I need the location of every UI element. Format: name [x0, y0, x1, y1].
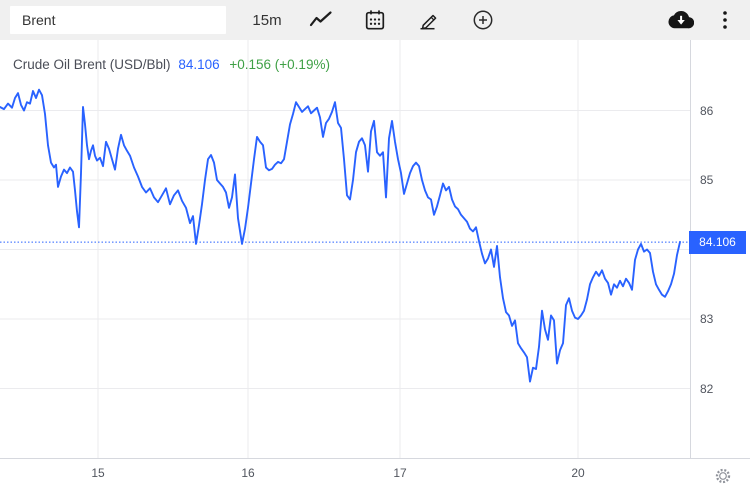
y-axis-label: 85 — [700, 173, 714, 187]
interval-button[interactable]: 15m — [252, 4, 282, 36]
save-download-button[interactable] — [666, 4, 696, 36]
toolbar: 15m — [0, 0, 750, 40]
menu-button[interactable] — [710, 4, 740, 36]
x-axis-label: 15 — [91, 466, 105, 480]
line-chart-icon — [309, 11, 332, 27]
y-axis-label: 82 — [700, 382, 714, 396]
chart-area: Crude Oil Brent (USD/Bbl) 84.106 +0.156 … — [0, 40, 750, 493]
chart-style-button[interactable] — [306, 4, 336, 36]
settings-button[interactable] — [712, 465, 734, 487]
current-price-badge: 84.106 — [689, 231, 746, 254]
y-axis-label: 83 — [700, 312, 714, 326]
x-axis-label: 17 — [393, 466, 407, 480]
pencil-draw-icon — [420, 14, 437, 30]
calendar-button[interactable] — [360, 4, 390, 36]
price-chart[interactable] — [0, 40, 750, 493]
y-axis-label: 86 — [700, 104, 714, 118]
chart-legend: Crude Oil Brent (USD/Bbl) 84.106 +0.156 … — [13, 57, 330, 72]
plus-circle-icon — [473, 10, 493, 30]
price-line — [0, 88, 681, 383]
gear-icon — [715, 468, 731, 484]
x-axis[interactable]: 15 16 17 20 — [0, 458, 750, 493]
calendar-icon — [365, 10, 385, 30]
symbol-search-input[interactable] — [10, 6, 226, 34]
add-indicator-button[interactable] — [468, 4, 498, 36]
x-axis-label: 20 — [571, 466, 585, 480]
price-change: +0.156 (+0.19%) — [229, 57, 330, 72]
kebab-menu-icon — [723, 11, 727, 29]
last-price: 84.106 — [178, 57, 220, 72]
cloud-download-icon — [668, 10, 694, 29]
symbol-title: Crude Oil Brent (USD/Bbl) — [13, 57, 171, 72]
x-axis-label: 16 — [241, 466, 255, 480]
draw-button[interactable] — [414, 4, 444, 36]
